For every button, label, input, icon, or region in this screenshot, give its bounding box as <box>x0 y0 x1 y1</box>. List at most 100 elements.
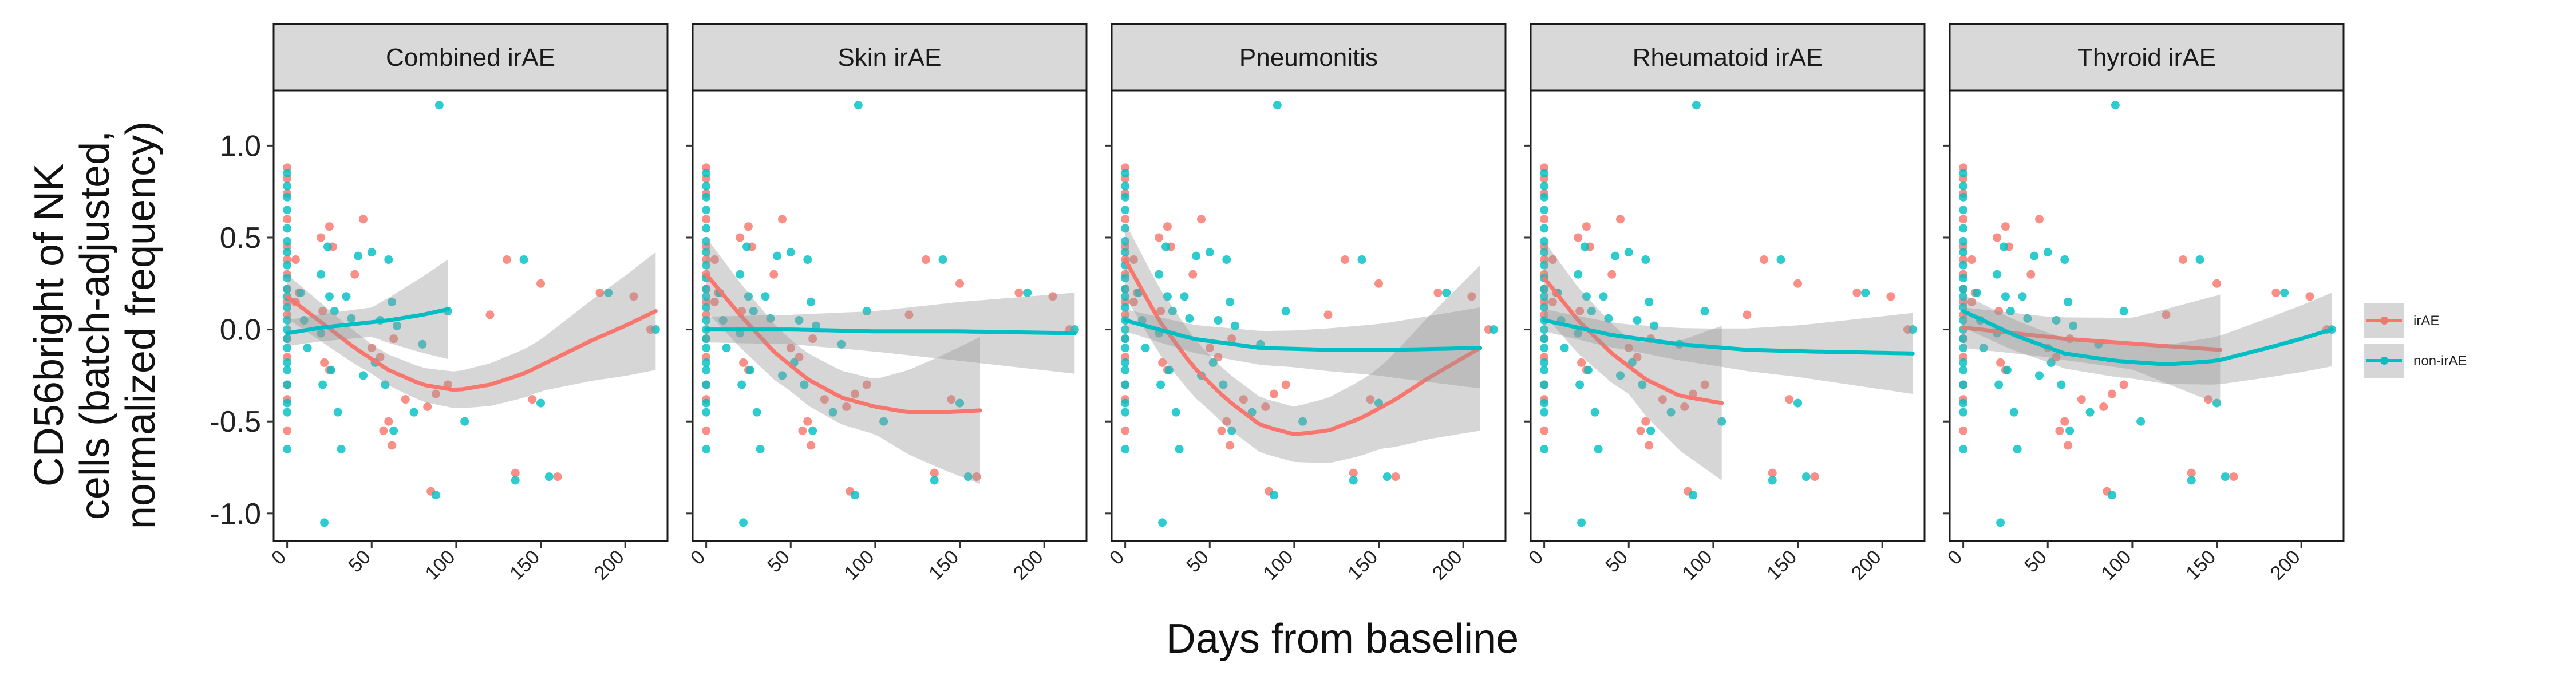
data-point <box>1577 358 1586 367</box>
data-point <box>736 233 745 242</box>
data-point <box>1141 344 1150 353</box>
data-point <box>1540 206 1549 215</box>
data-point <box>1121 365 1130 374</box>
data-point <box>1959 408 1968 417</box>
x-tick-label: 100 <box>421 546 460 585</box>
confidence-band <box>287 252 656 408</box>
data-point <box>2009 408 2018 417</box>
data-point <box>2052 316 2061 325</box>
data-point <box>807 441 816 450</box>
data-point <box>1298 417 1307 426</box>
fit-line <box>1542 276 1724 405</box>
data-point <box>1540 444 1549 453</box>
data-point <box>1121 444 1130 453</box>
data-point <box>710 255 719 264</box>
facet-strip-title: Skin irAE <box>838 44 942 72</box>
data-point <box>1540 365 1549 374</box>
data-point <box>536 398 546 408</box>
data-point <box>2099 402 2108 412</box>
data-point <box>800 380 809 389</box>
data-point <box>808 334 817 344</box>
data-point <box>2065 426 2075 435</box>
x-tick-label: 200 <box>2266 546 2305 585</box>
confidence-band <box>1963 293 2332 385</box>
data-point <box>1231 321 1240 330</box>
points-layer <box>1540 101 1917 527</box>
data-point <box>1121 408 1130 417</box>
data-point <box>702 380 711 389</box>
data-point <box>1357 255 1366 264</box>
data-point <box>1121 169 1130 178</box>
data-point <box>1633 353 1642 362</box>
data-point <box>629 292 638 301</box>
data-point <box>367 248 376 257</box>
data-point <box>739 358 748 367</box>
facet-panel: Thyroid irAE 0 50 100 150 200 <box>1943 23 2345 585</box>
points-layer <box>702 101 1079 527</box>
data-point <box>1959 303 1968 312</box>
data-point <box>1269 389 1278 398</box>
data-point <box>820 395 829 404</box>
data-point <box>317 329 326 338</box>
data-point <box>761 292 770 301</box>
facet-strip <box>1530 23 1926 92</box>
data-point <box>1793 279 1803 288</box>
x-tick-label: 100 <box>1259 546 1298 585</box>
data-point <box>1959 224 1968 233</box>
data-point <box>2001 222 2010 231</box>
data-point <box>511 468 520 477</box>
data-point <box>283 426 292 435</box>
plot-area <box>274 90 667 541</box>
data-point <box>1219 380 1228 389</box>
data-point <box>2119 306 2128 315</box>
x-tick-label: 50 <box>2020 546 2051 577</box>
data-point <box>1540 260 1549 270</box>
data-point <box>904 310 914 319</box>
data-point <box>702 303 711 312</box>
data-point <box>1540 426 1549 435</box>
points-layer <box>1121 101 1498 527</box>
data-point <box>1574 270 1583 279</box>
data-point <box>1650 321 1659 330</box>
data-point <box>1180 292 1189 301</box>
x-tick-label: 150 <box>1763 546 1801 585</box>
data-point <box>850 491 859 500</box>
data-point <box>1587 306 1596 315</box>
data-point <box>283 444 292 453</box>
y-tick-label: 0.0 <box>220 314 261 347</box>
data-point <box>1540 236 1549 246</box>
data-point <box>739 518 748 527</box>
data-point <box>1680 402 1689 412</box>
data-point <box>2064 297 2073 306</box>
data-point <box>1323 310 1333 319</box>
data-point <box>1768 476 1777 485</box>
data-point <box>1168 306 1177 315</box>
data-point <box>1374 279 1384 288</box>
data-point <box>1959 260 1968 270</box>
data-point <box>358 371 368 380</box>
data-point <box>769 270 779 279</box>
data-point <box>460 417 469 426</box>
data-point <box>736 270 745 279</box>
data-point <box>536 279 546 288</box>
data-point <box>1972 288 1981 297</box>
data-point <box>1700 306 1709 315</box>
data-point <box>409 408 418 417</box>
confidence-band <box>1544 309 1913 394</box>
data-point <box>2162 310 2171 319</box>
data-point <box>2229 472 2238 481</box>
data-point <box>283 303 292 312</box>
data-point <box>930 468 939 477</box>
panel-border <box>272 89 669 542</box>
data-point <box>651 325 660 334</box>
data-point <box>1580 242 1589 251</box>
data-point <box>519 255 528 264</box>
data-point <box>2069 321 2078 330</box>
data-point <box>1999 242 2008 251</box>
fits-layer <box>1123 223 1483 463</box>
data-point <box>1540 380 1549 389</box>
data-point <box>2305 292 2314 301</box>
data-point <box>1163 292 1172 301</box>
data-point <box>930 476 939 485</box>
fit-line <box>1542 318 1915 356</box>
